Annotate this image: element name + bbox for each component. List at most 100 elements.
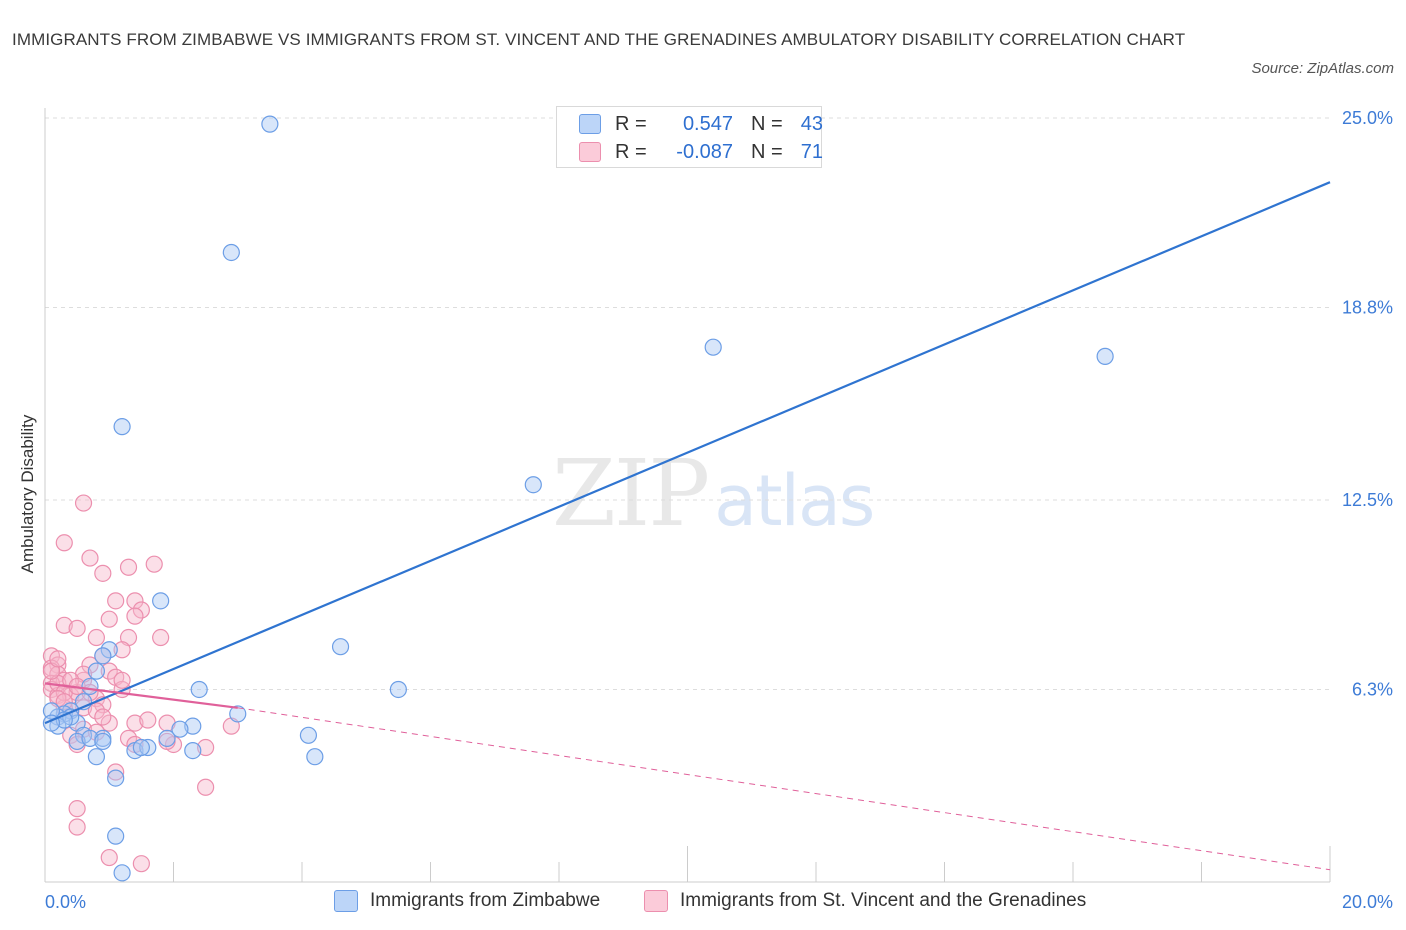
st-vincent-point xyxy=(126,714,144,732)
bottom-legend-zimbabwe: Immigrants from Zimbabwe xyxy=(334,890,600,912)
zimbabwe-trend-line xyxy=(44,181,1331,725)
zimbabwe-point xyxy=(158,729,176,747)
chart-title: IMMIGRANTS FROM ZIMBABWE VS IMMIGRANTS F… xyxy=(12,30,1186,49)
legend-n-label: N = xyxy=(751,141,783,163)
zimbabwe-point xyxy=(1096,347,1114,365)
bottom-legend-label: Immigrants from Zimbabwe xyxy=(370,890,601,911)
st-vincent-point xyxy=(100,662,118,680)
st-vincent-point xyxy=(49,650,67,668)
source-credit: Source: ZipAtlas.com xyxy=(1251,60,1394,77)
zimbabwe-point xyxy=(107,769,125,787)
st-vincent-point xyxy=(94,564,112,582)
zimbabwe-point xyxy=(331,638,350,656)
zimbabwe-point xyxy=(389,680,407,699)
zimbabwe-point xyxy=(139,738,157,757)
st-vincent-point xyxy=(132,601,150,619)
legend-row-zimbabwe: R = 0.547 N = 43 xyxy=(579,112,823,136)
zimbabwe-point xyxy=(107,827,125,845)
st-vincent-point xyxy=(68,818,86,836)
zimbabwe-point xyxy=(171,720,189,738)
st-vincent-point xyxy=(119,558,138,576)
st-vincent-point xyxy=(152,628,170,647)
st-vincent-point xyxy=(100,610,118,628)
zimbabwe-point xyxy=(94,732,112,751)
st-vincent-point xyxy=(197,738,215,757)
correlation-legend: R = 0.547 N = 43 R = -0.087 N = 71 xyxy=(556,106,823,168)
st-vincent-point xyxy=(87,628,106,647)
bottom-legend-label: Immigrants from St. Vincent and the Gren… xyxy=(680,890,1087,911)
x-tick-label-max: 20.0% xyxy=(1342,892,1393,912)
zimbabwe-swatch xyxy=(579,114,601,134)
st-vincent-point xyxy=(81,656,99,674)
legend-r-value: 0.547 xyxy=(682,113,733,135)
legend-row-st-vincent: R = -0.087 N = 71 xyxy=(579,140,823,164)
st-vincent-point xyxy=(126,592,144,610)
zimbabwe-point xyxy=(190,680,208,699)
legend-n-value: 43 xyxy=(800,113,823,135)
zimbabwe-point xyxy=(87,662,106,680)
zimbabwe-point xyxy=(87,748,106,766)
st-vincent-point xyxy=(145,555,163,573)
legend-r-value: -0.087 xyxy=(676,141,733,163)
st-vincent-point xyxy=(74,494,93,512)
watermark: ZIPatlas xyxy=(552,440,875,547)
legend-n-label: N = xyxy=(751,113,783,135)
st-vincent-point xyxy=(55,534,73,552)
st-vincent-point xyxy=(62,671,80,689)
y-tick-label: 25.0% xyxy=(1342,108,1393,128)
zimbabwe-point xyxy=(113,418,131,436)
zimbabwe-point xyxy=(113,864,131,882)
st-vincent-point xyxy=(113,641,131,659)
zimbabwe-point xyxy=(42,702,61,720)
st-vincent-point xyxy=(107,592,125,610)
legend-n-value: 71 xyxy=(800,141,823,163)
watermark-zip: ZIP xyxy=(552,440,710,547)
zimbabwe-point xyxy=(94,647,112,665)
st-vincent-point xyxy=(55,616,73,634)
st-vincent-point xyxy=(100,848,118,867)
zimbabwe-point xyxy=(222,243,240,262)
zimbabwe-point xyxy=(184,717,202,735)
zimbabwe-point xyxy=(306,748,324,766)
zimbabwe-point xyxy=(132,738,150,757)
y-tick-label: 18.8% xyxy=(1342,297,1393,317)
st-vincent-point xyxy=(132,855,150,873)
zimbabwe-point xyxy=(100,641,118,659)
st-vincent-trend-extension xyxy=(237,707,1331,871)
zimbabwe-point xyxy=(229,705,247,723)
st-vincent-point xyxy=(68,619,86,637)
st-vincent-point xyxy=(81,549,99,567)
zimbabwe-point xyxy=(184,741,202,760)
st-vincent-point xyxy=(113,671,131,689)
watermark-atlas: atlas xyxy=(714,460,875,542)
st-vincent-point xyxy=(87,702,106,720)
zimbabwe-point xyxy=(261,115,279,133)
y-tick-label: 6.3% xyxy=(1352,679,1393,699)
st-vincent-point xyxy=(197,778,215,796)
st-vincent-swatch xyxy=(579,142,601,162)
zimbabwe-point xyxy=(524,476,542,494)
st-vincent-point xyxy=(68,800,86,818)
st-vincent-trend-line xyxy=(44,682,238,709)
y-axis-label: Ambulatory Disability xyxy=(18,414,37,574)
y-tick-label: 12.5% xyxy=(1342,490,1393,510)
zimbabwe-point xyxy=(152,592,170,610)
st-vincent-point xyxy=(100,714,118,732)
st-vincent-point xyxy=(126,607,144,625)
legend-r-label: R = xyxy=(615,113,647,135)
zimbabwe-point xyxy=(299,726,318,744)
st-vincent-point xyxy=(94,708,112,726)
zimbabwe-point xyxy=(704,338,722,356)
zimbabwe-point xyxy=(68,732,86,751)
x-tick-label-min: 0.0% xyxy=(45,892,86,912)
st-vincent-point xyxy=(107,763,125,781)
zimbabwe-point xyxy=(81,677,99,696)
bottom-legend-st-vincent: Immigrants from St. Vincent and the Gren… xyxy=(644,890,1086,912)
st-vincent-point xyxy=(55,693,73,711)
st-vincent-point xyxy=(139,711,157,729)
zimbabwe-point xyxy=(81,729,99,747)
legend-r-label: R = xyxy=(615,141,647,163)
zimbabwe-legend-swatch xyxy=(334,890,358,912)
st-vincent-legend-swatch xyxy=(644,890,668,912)
